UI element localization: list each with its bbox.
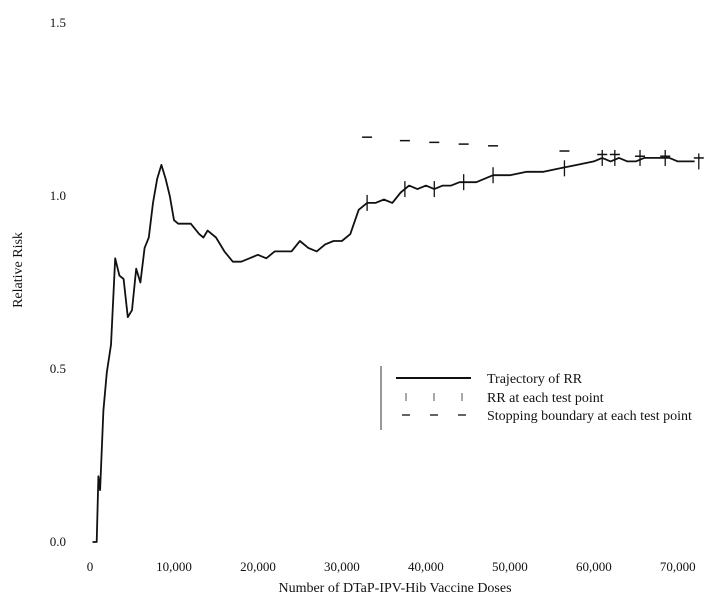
x-tick-label: 0 — [87, 559, 94, 574]
x-tick-label: 30,000 — [324, 559, 360, 574]
y-axis-title: Relative Risk — [11, 232, 26, 308]
y-tick-label: 0.5 — [50, 361, 66, 376]
y-tick-label: 1.5 — [50, 15, 66, 30]
x-tick-label: 50,000 — [492, 559, 528, 574]
rr-trajectory-line — [92, 156, 695, 543]
x-tick-label: 70,000 — [660, 559, 696, 574]
legend: Trajectory of RR RR at each test point S… — [380, 366, 692, 430]
x-tick-label: 60,000 — [576, 559, 612, 574]
legend-label-boundary: Stopping boundary at each test point — [487, 409, 692, 424]
series-layer — [92, 136, 704, 543]
x-axis-title: Number of DTaP-IPV-Hib Vaccine Doses — [278, 581, 511, 596]
y-axis-ticks: 0.0 0.5 1.0 1.5 — [50, 15, 66, 549]
legend-label-trajectory: Trajectory of RR — [487, 372, 583, 387]
x-tick-label: 20,000 — [240, 559, 276, 574]
x-tick-label: 40,000 — [408, 559, 444, 574]
legend-label-rr-points: RR at each test point — [487, 391, 604, 406]
y-tick-label: 1.0 — [50, 188, 66, 203]
x-tick-label: 10,000 — [156, 559, 192, 574]
y-tick-label: 0.0 — [50, 534, 66, 549]
legend-swatch-rr-points — [405, 393, 463, 401]
x-axis-ticks: 0 10,000 20,000 30,000 40,000 50,000 60,000 70,… — [87, 559, 696, 574]
